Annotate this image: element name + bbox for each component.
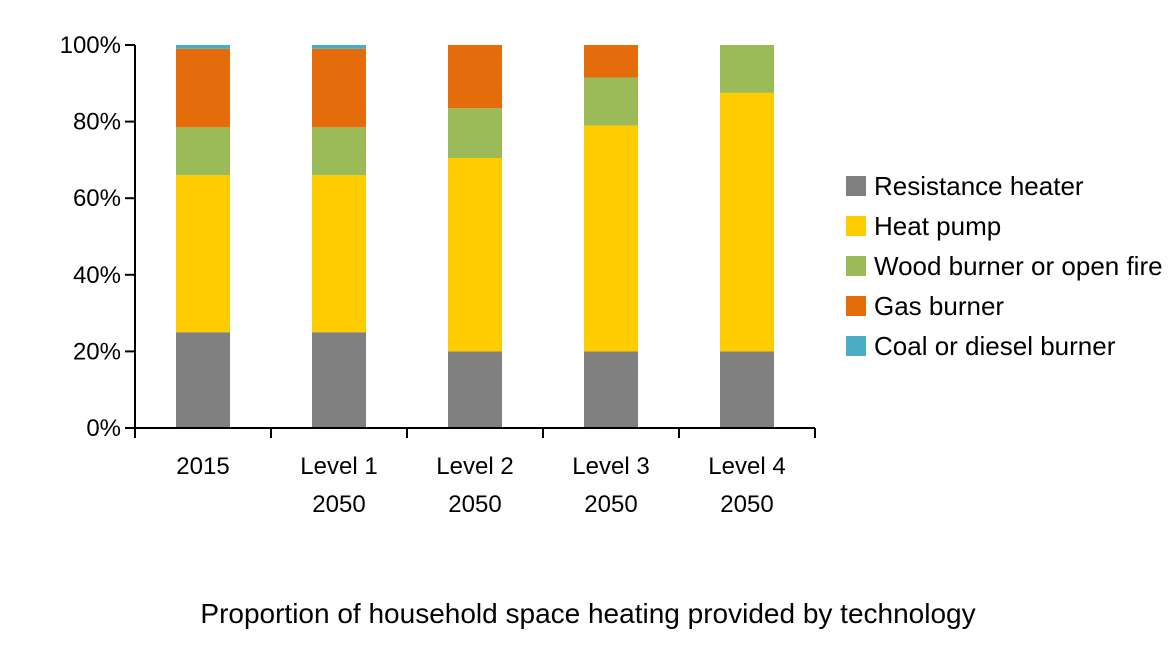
legend-label: Resistance heater [874, 171, 1084, 201]
bars-layer [176, 45, 774, 428]
bar-segment-3-3 [448, 108, 502, 158]
bar-segment-1-2 [176, 175, 230, 333]
chart-title: Proportion of household space heating pr… [200, 598, 976, 629]
bar-segment-2-2 [312, 175, 366, 333]
bar-segment-3-4 [448, 45, 502, 109]
legend-label: Gas burner [874, 291, 1005, 321]
legend-item: Coal or diesel burner [846, 330, 1176, 362]
bar-segment-3-1 [448, 351, 502, 428]
y-tick-label: 40% [73, 262, 121, 289]
legend-item: Resistance heater [846, 170, 1176, 202]
bar-segment-2-5 [312, 45, 366, 49]
bar-segment-1-4 [176, 48, 230, 128]
x-category-label: 2050 [312, 491, 365, 518]
legend-swatch [846, 216, 866, 236]
y-tick-label: 80% [73, 109, 121, 136]
bar-segment-1-1 [176, 332, 230, 428]
legend-swatch [846, 256, 866, 276]
bar-segment-2-1 [312, 332, 366, 428]
axes-layer: 0% 20% 40% 60% 80% 100% 2015 Level 1 2050 Level 2… [60, 32, 816, 518]
bar-segment-4-4 [584, 45, 638, 78]
bar-segment-1-3 [176, 127, 230, 176]
legend-swatch [846, 296, 866, 316]
legend: Resistance heater Heat pump Wood burner or… [846, 170, 1176, 370]
legend-swatch [846, 336, 866, 356]
y-tick-label: 0% [86, 415, 121, 442]
x-category-label: Level 2 [436, 453, 513, 480]
x-category-label: 2050 [584, 491, 637, 518]
bar-segment-2-4 [312, 48, 366, 128]
legend-item: Gas burner [846, 290, 1176, 322]
x-category-label: 2015 [176, 453, 229, 480]
y-tick-label: 100% [60, 32, 121, 59]
legend-label: Heat pump [874, 211, 1002, 241]
x-category-label: Level 1 [300, 453, 377, 480]
bar-segment-5-3 [720, 45, 774, 93]
x-category-label: Level 4 [708, 453, 785, 480]
bar-segment-2-3 [312, 127, 366, 176]
x-category-label: 2050 [448, 491, 501, 518]
y-tick-label: 60% [73, 185, 121, 212]
legend-item: Heat pump [846, 210, 1176, 242]
x-category-label: Level 3 [572, 453, 649, 480]
bar-segment-4-1 [584, 351, 638, 428]
y-tick-label: 20% [73, 338, 121, 365]
legend-label: Wood burner or open fire [874, 251, 1163, 281]
bar-segment-1-5 [176, 45, 230, 49]
legend-item: Wood burner or open fire [846, 250, 1176, 282]
legend-swatch [846, 176, 866, 196]
bar-segment-4-2 [584, 125, 638, 352]
bar-segment-5-2 [720, 92, 774, 352]
bar-segment-5-1 [720, 351, 774, 428]
bar-segment-4-3 [584, 77, 638, 126]
legend-label: Coal or diesel burner [874, 331, 1116, 361]
x-category-label: 2050 [720, 491, 773, 518]
bar-segment-3-2 [448, 157, 502, 352]
